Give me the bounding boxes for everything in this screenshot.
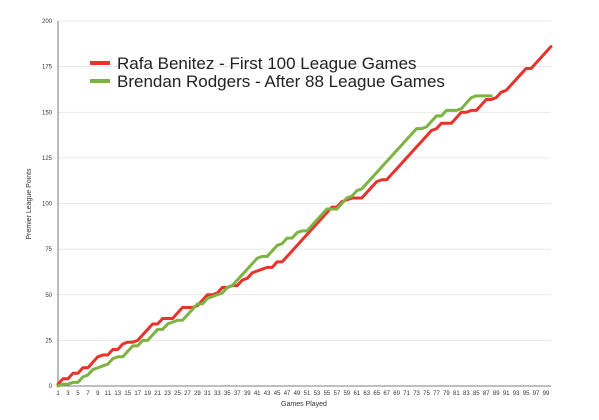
x-tick-label: 87	[483, 391, 490, 397]
y-tick-label: 150	[42, 110, 53, 116]
x-tick-label: 45	[274, 391, 281, 397]
x-tick-label: 5	[76, 391, 80, 397]
x-tick-label: 9	[96, 391, 100, 397]
series-lines	[56, 45, 553, 388]
x-tick-label: 63	[363, 391, 370, 397]
y-tick-label: 200	[42, 19, 53, 25]
x-tick-label: 27	[184, 391, 191, 397]
x-tick-label: 71	[403, 391, 410, 397]
x-tick-label: 77	[433, 391, 440, 397]
x-tick-label: 91	[503, 391, 510, 397]
x-tick-label: 73	[413, 391, 420, 397]
y-tick-label: 0	[49, 384, 53, 390]
x-tick-label: 1	[56, 391, 60, 397]
x-tick-label: 39	[244, 391, 251, 397]
y-axis-label: Premier League Points	[26, 168, 33, 240]
y-tick-label: 25	[45, 338, 52, 344]
x-tick-label: 47	[284, 391, 291, 397]
x-tick-label: 59	[343, 391, 350, 397]
y-tick-labels: 0 25 50 75 100 125 150 175 200	[42, 19, 53, 390]
legend-label-2: Brendan Rodgers - After 88 League Games	[117, 72, 445, 91]
x-tick-label: 69	[393, 391, 400, 397]
x-tick-label: 67	[383, 391, 390, 397]
x-tick-label: 35	[224, 391, 231, 397]
x-tick-label: 81	[453, 391, 460, 397]
x-tick-label: 37	[234, 391, 241, 397]
x-tick-label: 19	[144, 391, 151, 397]
x-axis-label: Games Played	[281, 401, 327, 408]
x-tick-label: 17	[134, 391, 141, 397]
x-tick-label: 41	[254, 391, 261, 397]
x-tick-label: 53	[314, 391, 321, 397]
series-line-1	[56, 45, 553, 386]
x-tick-label: 21	[154, 391, 161, 397]
x-tick-label: 33	[214, 391, 221, 397]
x-tick-label: 57	[334, 391, 341, 397]
x-tick-label: 7	[86, 391, 90, 397]
x-tick-label: 99	[543, 391, 550, 397]
x-tick-label: 51	[304, 391, 311, 397]
x-tick-label: 3	[66, 391, 70, 397]
x-tick-label: 95	[523, 391, 530, 397]
y-tick-label: 75	[45, 247, 52, 253]
x-tick-label: 11	[105, 391, 112, 397]
axes	[57, 21, 551, 387]
series-line-2	[56, 94, 493, 388]
x-tick-label: 85	[473, 391, 480, 397]
x-tick-label: 79	[443, 391, 450, 397]
x-tick-label: 97	[533, 391, 540, 397]
x-tick-label: 25	[174, 391, 181, 397]
x-tick-label: 93	[513, 391, 520, 397]
gridlines	[58, 20, 551, 341]
legend: Rafa Benitez - First 100 League GamesBre…	[90, 54, 445, 91]
x-tick-label: 13	[114, 391, 121, 397]
x-tick-labels: 1 3 5 7 9 11 13 15 17 19 21 23 25 27 29 31 33 35 37 39 41 43 4…	[56, 391, 550, 397]
x-tick-label: 15	[124, 391, 131, 397]
x-tick-label: 23	[164, 391, 171, 397]
x-tick-label: 75	[423, 391, 430, 397]
x-tick-label: 65	[373, 391, 380, 397]
y-tick-label: 125	[42, 156, 53, 162]
x-tick-label: 83	[463, 391, 470, 397]
x-tick-label: 89	[493, 391, 500, 397]
x-tick-label: 55	[324, 391, 331, 397]
x-tick-label: 61	[353, 391, 360, 397]
y-tick-label: 100	[42, 202, 53, 208]
y-tick-label: 50	[45, 293, 52, 299]
legend-label-1: Rafa Benitez - First 100 League Games	[117, 54, 417, 73]
y-tick-label: 175	[42, 65, 53, 71]
x-tick-label: 29	[194, 391, 201, 397]
x-tick-label: 31	[204, 391, 211, 397]
x-tick-label: 43	[264, 391, 271, 397]
x-tick-label: 49	[294, 391, 301, 397]
